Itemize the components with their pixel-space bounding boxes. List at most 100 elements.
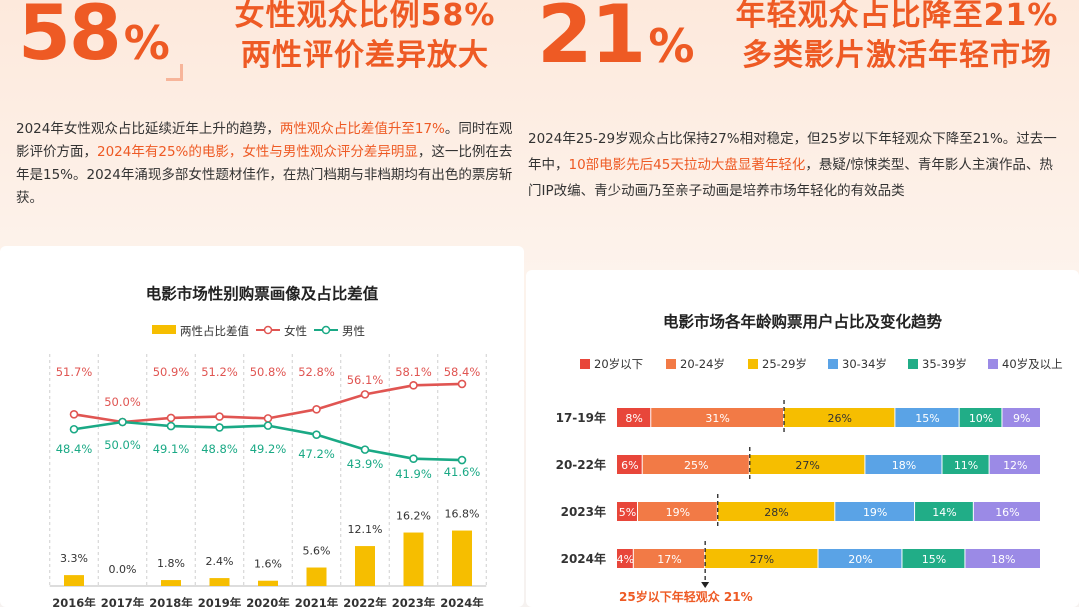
male-point: [360, 445, 370, 454]
segment-label: 20%: [848, 553, 872, 566]
stacked-segment: [902, 549, 965, 568]
male-value-label: 43.9%: [347, 457, 384, 471]
right-paragraph: 2024年25-29岁观众占比保持27%相对稳定，但25岁以下年轻观众下降至21…: [528, 126, 1058, 204]
stacked-segment: [965, 549, 1040, 568]
stacked-segment: [895, 408, 959, 427]
gap-bar: [209, 578, 230, 586]
legend-label: 20岁以下: [594, 357, 643, 371]
male-value-label: 50.0%: [104, 438, 141, 452]
x-tick-label: 2017年: [101, 596, 145, 607]
segment-label: 27%: [750, 553, 774, 566]
female-point: [457, 379, 467, 389]
segment-label: 15%: [915, 412, 939, 425]
legend-swatch-gap: [152, 325, 176, 334]
right-headline-line1: 年轻观众占比降至21%: [735, 0, 1059, 33]
segment-label: 4%: [617, 553, 634, 566]
female-point: [360, 390, 370, 399]
x-tick-label: 2020年: [246, 596, 290, 607]
segment-label: 18%: [991, 553, 1015, 566]
male-point: [69, 424, 79, 434]
legend-label: 25-29岁: [762, 357, 807, 371]
young-audience-annotation: 25岁以下年轻观众 21%: [619, 589, 753, 604]
gap-bar: [64, 575, 84, 586]
age-chart-title: 电影市场各年龄购票用户占比及变化趋势: [662, 313, 942, 331]
segment-label: 28%: [764, 506, 788, 519]
male-point: [215, 423, 224, 432]
segment-label: 17%: [657, 553, 681, 566]
x-tick-label: 2016年: [52, 596, 96, 607]
female-point: [166, 413, 176, 423]
female-point: [409, 381, 418, 390]
legend-swatch: [748, 359, 758, 369]
segment-label: 9%: [1013, 412, 1030, 425]
stacked-segment: [705, 549, 818, 568]
x-tick-label: 2023年: [392, 596, 436, 607]
stacked-segment: [617, 502, 637, 521]
right-headline-line2: 多类影片激活年轻市场: [742, 38, 1052, 73]
left-big-number: 58: [18, 0, 122, 77]
male-value-label: 49.1%: [153, 442, 190, 456]
stacked-segment: [784, 408, 895, 427]
gap-bar: [355, 546, 375, 586]
stacked-segment: [835, 502, 915, 521]
gap-bar-label: 12.1%: [348, 523, 383, 536]
legend-swatch: [828, 359, 838, 369]
stacked-segment: [637, 502, 717, 521]
segment-label: 27%: [795, 459, 819, 472]
stacked-segment: [865, 455, 942, 474]
stacked-segment: [942, 455, 989, 474]
highlight-text: 2024年有25%的电影，女性与男性观众评分差异明显: [97, 144, 418, 160]
female-value-label: 58.4%: [444, 365, 481, 379]
right-headline: 年轻观众占比降至21% 多类影片激活年轻市场: [717, 0, 1077, 76]
legend-label: 30-34岁: [842, 357, 887, 371]
highlight-text: 10部电影先后45天拉动大盘显著年轻化: [568, 157, 806, 173]
row-label: 2023年: [561, 504, 606, 519]
female-value-label: 52.8%: [298, 365, 335, 379]
legend-label: 男性: [342, 324, 365, 338]
male-point: [166, 421, 176, 431]
legend-swatch: [908, 359, 918, 369]
left-headline: 女性观众比例58% 两性评价差异放大: [205, 0, 525, 76]
stacked-segment: [749, 455, 865, 474]
left-headline-line1: 女性观众比例58%: [234, 0, 496, 33]
gender-chart: 两性占比差值 女性 男性 3.3% 0.0% 1.8% 2.4% 1.6% 5.6% 12.1% 1…: [49, 324, 487, 607]
legend-label: 20-24岁: [680, 357, 725, 371]
female-point: [263, 414, 273, 423]
x-tick-label: 2022年: [343, 596, 387, 607]
x-tick-label: 2021年: [295, 596, 339, 607]
female-point: [215, 412, 224, 421]
gap-bar-label: 2.4%: [206, 555, 234, 568]
legend-label: 两性占比差值: [180, 324, 249, 338]
body-text: 2024年女性观众占比延续近年上升的趋势，: [16, 121, 280, 137]
left-big-unit: %: [123, 16, 170, 70]
legend-swatch-marker: [263, 325, 273, 335]
gap-bar-label: 5.6%: [303, 545, 331, 558]
legend-label: 35-39岁: [922, 357, 967, 371]
legend-swatch: [666, 359, 676, 369]
stacked-segment: [651, 408, 784, 427]
row-label: 2024年: [561, 551, 606, 566]
male-point: [263, 421, 273, 430]
stacked-segment: [818, 549, 902, 568]
segment-label: 10%: [969, 412, 993, 425]
segment-label: 5%: [619, 506, 636, 519]
legend-swatch-marker: [321, 325, 331, 335]
segment-label: 16%: [995, 506, 1019, 519]
stacked-segment: [973, 502, 1040, 521]
segment-label: 8%: [625, 412, 642, 425]
segment-label: 6%: [621, 459, 638, 472]
age-chart: 20岁以下 20-24岁 25-29岁 30-34岁 35-39岁 40岁及以上 17-19…: [556, 357, 1063, 604]
male-value-label: 48.8%: [201, 442, 238, 456]
female-value-label: 50.9%: [153, 365, 190, 379]
gap-bar: [403, 532, 424, 586]
gap-bar-label: 16.2%: [396, 510, 431, 523]
male-value-label: 41.9%: [395, 467, 432, 481]
right-big-stat: 21%: [537, 0, 694, 81]
gender-chart-title: 电影市场性别购票画像及占比差值: [145, 285, 379, 303]
legend-swatch: [988, 359, 998, 369]
male-point: [409, 454, 418, 463]
body-text: 。同时在观影评价方面，: [16, 121, 513, 160]
gap-bar: [306, 567, 327, 586]
legend-swatch: [580, 359, 590, 369]
gap-bar: [161, 580, 181, 586]
